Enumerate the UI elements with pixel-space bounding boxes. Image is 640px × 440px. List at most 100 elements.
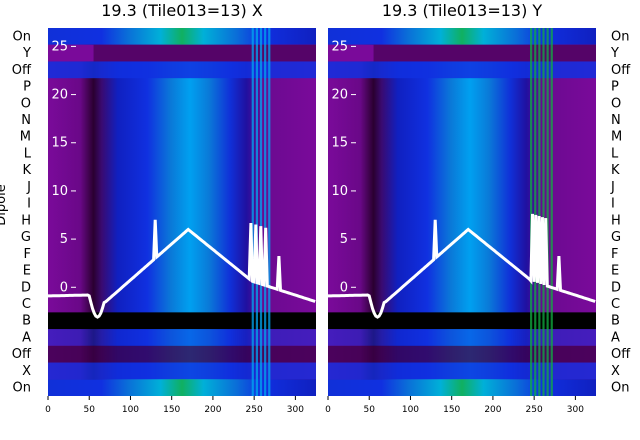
row-label-right: D bbox=[611, 280, 621, 295]
row-label-left: On bbox=[13, 29, 31, 44]
overlay-line bbox=[328, 213, 596, 319]
overlay-y-tick: 10 bbox=[331, 184, 348, 199]
stripe-line bbox=[538, 28, 541, 396]
stripe-line bbox=[550, 28, 553, 396]
row-label-right: K bbox=[611, 163, 620, 178]
row-label-left: E bbox=[23, 264, 31, 279]
heatmap-row-x bbox=[48, 362, 316, 380]
stripe-line bbox=[542, 28, 545, 396]
row-label-right: P bbox=[611, 80, 619, 95]
row-label-right: G bbox=[611, 230, 621, 245]
chart-title: 19.3 (Tile013=13) Y bbox=[382, 1, 543, 20]
x-tick-label: 50 bbox=[364, 405, 376, 415]
row-label-left: N bbox=[21, 113, 31, 128]
row-label-left: G bbox=[21, 230, 31, 245]
x-tick-label: 0 bbox=[325, 405, 331, 415]
heatmap-row-y-dark bbox=[93, 44, 316, 62]
row-label-left: I bbox=[27, 197, 31, 212]
overlay-y-tick: 15 bbox=[51, 136, 68, 151]
x-tick-label: 250 bbox=[246, 405, 263, 415]
x-tick-label: 0 bbox=[45, 405, 51, 415]
row-label-right: N bbox=[611, 113, 621, 128]
heatmap-row-off-top bbox=[328, 61, 596, 79]
row-label-left: O bbox=[21, 96, 31, 111]
row-label-right: L bbox=[611, 146, 619, 161]
row-label-right: On bbox=[611, 29, 629, 44]
row-label-left: J bbox=[26, 180, 31, 195]
row-label-left: L bbox=[24, 146, 32, 161]
row-label-right: On bbox=[611, 381, 629, 396]
stripe-line bbox=[251, 28, 254, 396]
stripe-line bbox=[264, 28, 267, 396]
heatmap-row-off-bottom bbox=[328, 345, 596, 363]
x-tick-label: 200 bbox=[204, 405, 221, 415]
row-label-right: E bbox=[611, 264, 619, 279]
heatmap-row-on-bottom bbox=[328, 379, 596, 396]
stripe-line bbox=[546, 28, 549, 396]
row-label-right: F bbox=[611, 247, 618, 262]
row-label-right: O bbox=[611, 96, 621, 111]
heatmap-row-b bbox=[48, 312, 316, 330]
row-label-right: J bbox=[610, 180, 615, 195]
row-label-left: Y bbox=[22, 46, 31, 61]
row-label-left: D bbox=[21, 280, 31, 295]
row-label-left: C bbox=[22, 297, 31, 312]
heatmap-row-x bbox=[328, 362, 596, 380]
stripe-line bbox=[530, 28, 533, 396]
row-label-right: X bbox=[611, 364, 620, 379]
row-label-left: Off bbox=[12, 347, 32, 362]
stripe-line bbox=[259, 28, 263, 396]
row-label-left: X bbox=[22, 364, 31, 379]
row-label-left: F bbox=[24, 247, 31, 262]
row-label-right: A bbox=[611, 330, 620, 345]
overlay-y-tick: 5 bbox=[340, 232, 348, 247]
row-label-left: Off bbox=[12, 63, 32, 78]
row-label-left: K bbox=[22, 163, 31, 178]
heatmap-row-on-top bbox=[48, 28, 316, 45]
row-label-right: Y bbox=[610, 46, 619, 61]
heatmap-row-off-bottom bbox=[48, 345, 316, 363]
stripe-line bbox=[268, 28, 271, 396]
x-tick-label: 50 bbox=[84, 405, 96, 415]
row-label-left: H bbox=[21, 213, 31, 228]
overlay-y-tick: 15 bbox=[331, 136, 348, 151]
stripe-line bbox=[255, 28, 259, 396]
heatmap-row-off-top bbox=[48, 61, 316, 79]
x-tick-label: 100 bbox=[402, 405, 419, 415]
overlay-y-tick: 0 bbox=[340, 280, 348, 295]
row-label-left: P bbox=[23, 80, 31, 95]
x-tick-label: 250 bbox=[526, 405, 543, 415]
overlay-y-tick: 20 bbox=[51, 88, 68, 103]
x-tick-label: 150 bbox=[443, 405, 460, 415]
overlay-y-tick: 20 bbox=[331, 88, 348, 103]
overlay-y-tick: 10 bbox=[51, 184, 68, 199]
heatmap-row-y-dark bbox=[373, 44, 596, 62]
x-tick-label: 100 bbox=[122, 405, 139, 415]
heatmap-row-on-bottom bbox=[48, 379, 316, 396]
heatmap-row-a bbox=[48, 329, 316, 346]
chart-title: 19.3 (Tile013=13) X bbox=[101, 1, 263, 20]
stripe-line bbox=[534, 28, 537, 396]
overlay-y-tick: 25 bbox=[331, 39, 348, 54]
row-label-right: I bbox=[611, 197, 615, 212]
row-label-right: Off bbox=[611, 347, 631, 362]
heatmap-row-b bbox=[328, 312, 596, 330]
x-tick-label: 200 bbox=[484, 405, 501, 415]
row-label-left: B bbox=[22, 314, 31, 329]
row-label-right: Off bbox=[611, 63, 631, 78]
heatmap-row-on-top bbox=[328, 28, 596, 45]
x-tick-label: 300 bbox=[567, 405, 584, 415]
overlay-y-tick: 0 bbox=[60, 280, 68, 295]
x-tick-label: 150 bbox=[163, 405, 180, 415]
x-tick-label: 300 bbox=[287, 405, 304, 415]
row-label-right: C bbox=[611, 297, 620, 312]
heatmap-row-a bbox=[328, 329, 596, 346]
overlay-line bbox=[48, 219, 316, 319]
row-label-right: B bbox=[611, 314, 620, 329]
row-label-right: H bbox=[611, 213, 621, 228]
